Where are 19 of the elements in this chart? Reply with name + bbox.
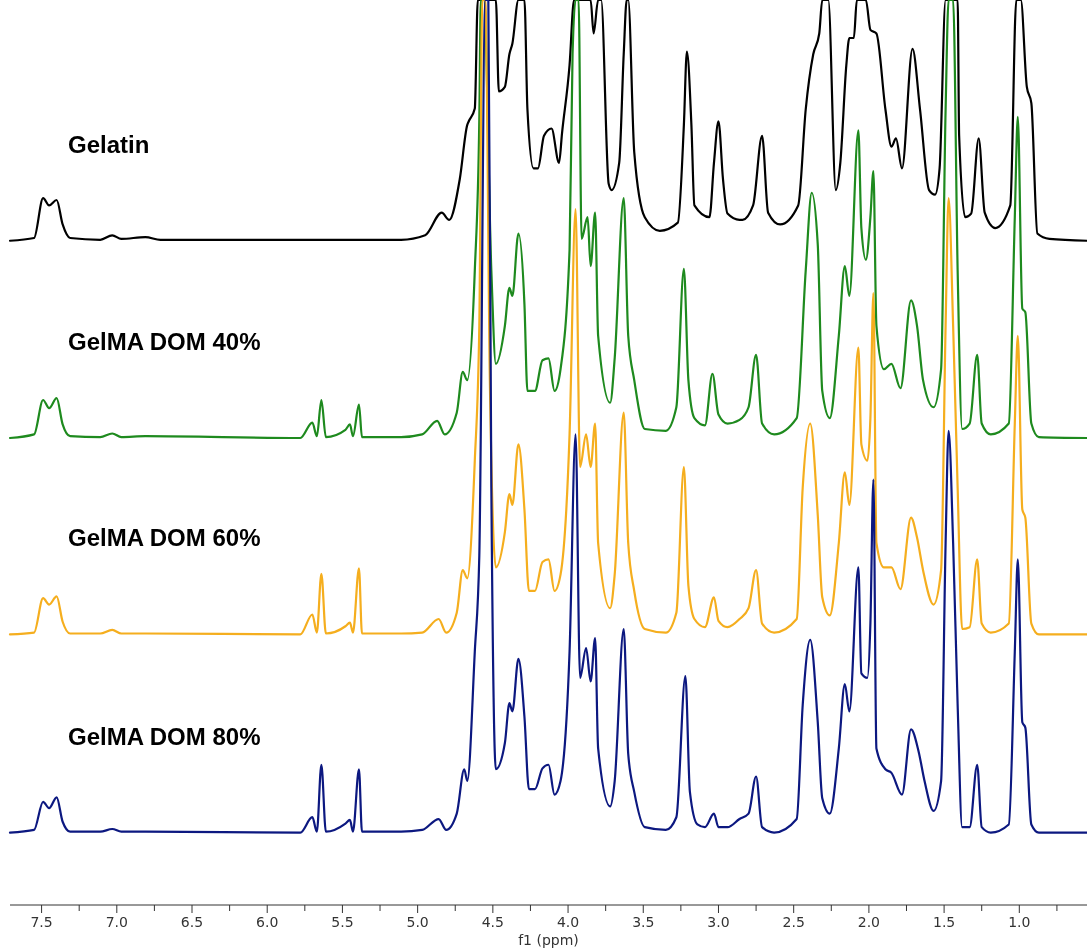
x-tick-label: 2.5 (782, 914, 805, 930)
series-label: GelMA DOM 40% (68, 328, 261, 356)
x-axis-title: f1 (ppm) (518, 932, 579, 948)
text: GelMA DOM 80% (68, 722, 261, 750)
x-tick-label: 4.5 (481, 914, 504, 930)
x-tick-label: 1.0 (1008, 914, 1031, 930)
x-tick-label: 1.5 (932, 914, 956, 930)
x-tick-label: 6.0 (256, 914, 279, 930)
series-label: GelMA DOM 60% (68, 524, 261, 552)
x-tick-label: 7.0 (105, 914, 128, 930)
x-tick-label: 3.5 (632, 914, 655, 930)
x-tick-label: 5.0 (406, 914, 429, 930)
series-label: Gelatin (68, 130, 150, 158)
x-tick-label: 7.5 (30, 914, 53, 930)
x-tick-label: 3.0 (707, 914, 730, 930)
x-tick-label: 4.0 (556, 914, 580, 930)
x-tick-label: 5.5 (331, 914, 354, 930)
x-tick-label: 6.5 (180, 914, 204, 930)
x-tick-label: 2.0 (857, 914, 881, 930)
